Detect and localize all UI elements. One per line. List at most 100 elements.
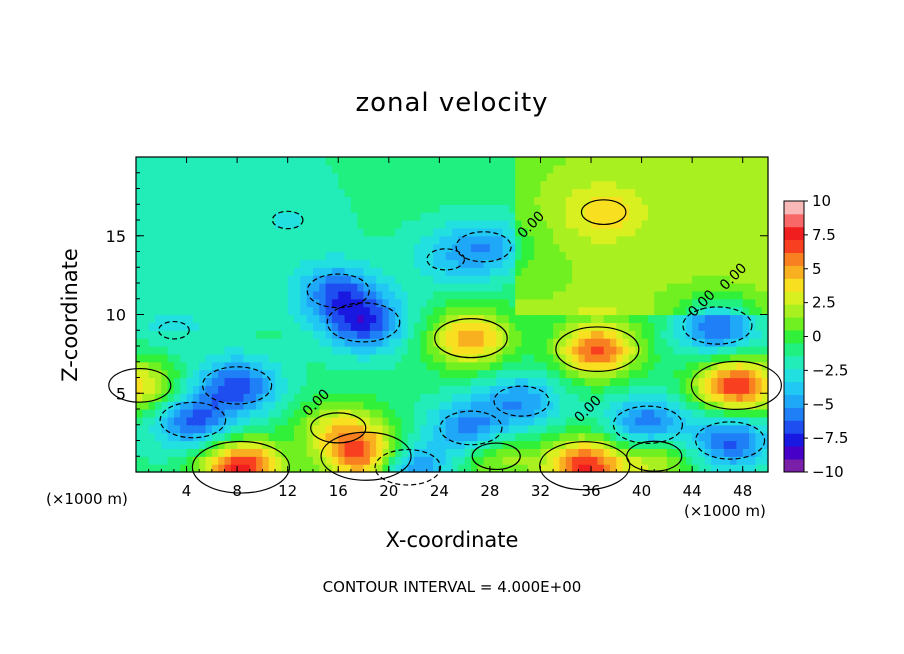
heatmap-cell xyxy=(559,204,567,213)
heatmap-cell xyxy=(344,393,352,402)
heatmap-cell xyxy=(635,259,643,268)
heatmap-cell xyxy=(136,409,143,418)
heatmap-cell xyxy=(679,346,687,355)
heatmap-cell xyxy=(154,346,162,355)
heatmap-cell xyxy=(445,259,453,268)
heatmap-cell xyxy=(761,259,769,268)
heatmap-cell xyxy=(628,298,636,308)
heatmap-cell xyxy=(635,196,643,205)
heatmap-cell xyxy=(395,243,403,253)
heatmap-cell xyxy=(572,346,579,355)
heatmap-cell xyxy=(666,448,674,457)
heatmap-cell xyxy=(363,409,371,418)
heatmap-cell xyxy=(407,409,415,418)
heatmap-cell xyxy=(256,204,263,213)
heatmap-cell xyxy=(489,157,497,166)
heatmap-cell xyxy=(641,283,649,292)
heatmap-cell xyxy=(275,212,282,221)
heatmap-cell xyxy=(584,227,592,237)
heatmap-cell xyxy=(154,290,162,300)
heatmap-cell xyxy=(275,346,282,355)
heatmap-cell xyxy=(553,322,561,331)
heatmap-cell xyxy=(584,298,592,308)
heatmap-cell xyxy=(420,172,428,182)
heatmap-cell xyxy=(268,243,276,253)
heatmap-cell xyxy=(287,448,295,457)
heatmap-cell xyxy=(237,267,245,276)
heatmap-cell xyxy=(319,330,327,339)
heatmap-cell xyxy=(666,275,674,284)
heatmap-cell xyxy=(369,448,377,457)
heatmap-cell xyxy=(483,188,491,197)
heatmap-cell xyxy=(275,172,282,182)
heatmap-cell xyxy=(489,180,497,190)
heatmap-cell xyxy=(211,330,219,339)
heatmap-cell xyxy=(192,448,200,457)
heatmap-cell xyxy=(445,298,453,308)
heatmap-cell xyxy=(243,235,251,245)
heatmap-cell xyxy=(660,338,668,347)
heatmap-cell xyxy=(761,346,769,355)
heatmap-cell xyxy=(578,314,586,323)
heatmap-cell xyxy=(540,188,548,197)
heatmap-cell xyxy=(742,338,750,347)
heatmap-cell xyxy=(388,290,396,300)
heatmap-cell xyxy=(344,369,352,379)
heatmap-cell xyxy=(382,346,390,355)
heatmap-cell xyxy=(344,204,352,213)
heatmap-cell xyxy=(306,346,314,355)
heatmap-cell xyxy=(414,448,421,457)
heatmap-cell xyxy=(597,188,605,197)
heatmap-cell xyxy=(534,267,542,276)
heatmap-cell xyxy=(199,361,207,371)
heatmap-cell xyxy=(154,227,162,237)
heatmap-cell xyxy=(578,212,586,221)
heatmap-cell xyxy=(546,361,554,371)
heatmap-cell xyxy=(534,440,542,449)
heatmap-cell xyxy=(388,267,396,276)
heatmap-cell xyxy=(559,330,567,339)
heatmap-cell xyxy=(249,314,257,323)
heatmap-cell xyxy=(268,298,276,308)
heatmap-cell xyxy=(584,267,592,276)
heatmap-cell xyxy=(199,290,207,300)
heatmap-cell xyxy=(673,401,681,410)
heatmap-cell xyxy=(148,464,156,473)
heatmap-cell xyxy=(388,196,396,205)
heatmap-cell xyxy=(136,464,143,473)
heatmap-cell xyxy=(281,456,289,465)
colorbar-tick-label: −2.5 xyxy=(812,361,848,379)
heatmap-cell xyxy=(205,188,213,197)
heatmap-cell xyxy=(698,306,706,316)
heatmap-cell xyxy=(369,330,377,339)
heatmap-cell xyxy=(749,432,756,442)
heatmap-cell xyxy=(610,283,617,292)
heatmap-cell xyxy=(698,172,706,182)
heatmap-cell xyxy=(755,424,763,434)
heatmap-cell xyxy=(275,314,282,323)
heatmap-cell xyxy=(736,369,744,379)
heatmap-cell xyxy=(641,157,649,166)
contour-negative xyxy=(158,320,190,340)
heatmap-cell xyxy=(287,401,295,410)
heatmap-cell xyxy=(319,424,327,434)
heatmap-cell xyxy=(572,180,579,190)
heatmap-cell xyxy=(180,283,188,292)
heatmap-cell xyxy=(736,196,744,205)
heatmap-cell xyxy=(761,243,769,253)
heatmap-cell xyxy=(723,456,731,465)
heatmap-cell xyxy=(508,235,516,245)
heatmap-cell xyxy=(508,251,516,260)
heatmap-cell xyxy=(622,267,630,276)
heatmap-cell xyxy=(306,188,314,197)
heatmap-cell xyxy=(591,243,598,253)
colorbar-tick-label: −10 xyxy=(812,463,844,481)
heatmap-cell xyxy=(148,235,156,245)
heatmap-cell xyxy=(553,251,561,260)
heatmap-cell xyxy=(458,172,466,182)
heatmap-cell xyxy=(559,243,567,253)
heatmap-cell xyxy=(224,440,232,449)
heatmap-cell xyxy=(641,440,649,449)
heatmap-cell xyxy=(395,212,403,221)
heatmap-cell xyxy=(723,306,731,316)
